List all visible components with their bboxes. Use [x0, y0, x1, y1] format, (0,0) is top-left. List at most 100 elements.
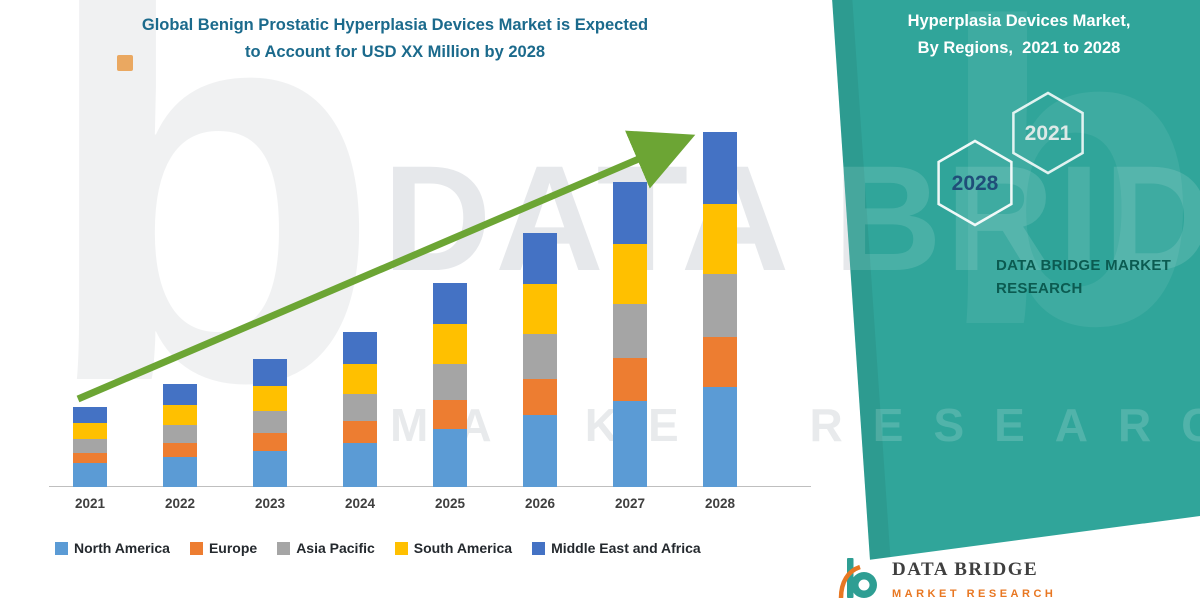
- bar-segment-asia-pacific: [73, 439, 107, 453]
- bar-segment-middle-east-and-africa: [523, 233, 557, 284]
- bar-segment-asia-pacific: [343, 394, 377, 421]
- year-hexagons: 2021 2028: [937, 91, 1084, 227]
- bar-segment-europe: [73, 453, 107, 463]
- bar-segment-asia-pacific: [703, 274, 737, 337]
- bar-segment-south-america: [163, 405, 197, 425]
- bar-segment-south-america: [613, 244, 647, 304]
- stacked-bar-chart: 2021 2022 2023 2024 2025 2026 2027 2028: [49, 120, 811, 511]
- legend-swatch-south-america: [394, 541, 408, 555]
- legend-item-asia-pacific: Asia Pacific: [277, 540, 375, 556]
- hexagon-2021-label: 2021: [1025, 122, 1072, 145]
- page-title-line1: Global Benign Prostatic Hyperplasia Devi…: [141, 16, 649, 34]
- panel-heading-line2: By Regions, 2021 to 2028: [917, 39, 1121, 58]
- legend-item-north-america: North America: [55, 540, 170, 556]
- bar-segment-asia-pacific: [613, 304, 647, 358]
- bar-segment-south-america: [253, 386, 287, 411]
- legend-label-europe: Europe: [208, 540, 258, 556]
- bar-segment-asia-pacific: [163, 425, 197, 443]
- legend-swatch-middle-east-and-africa: [532, 541, 546, 555]
- bar-segment-asia-pacific: [433, 364, 467, 400]
- bar-segment-europe: [253, 433, 287, 451]
- legend-label-south-america: South America: [413, 540, 513, 556]
- x-axis-label-2021: 2021: [74, 496, 106, 511]
- bar-column-2028: 2028: [703, 132, 737, 511]
- bar-segment-middle-east-and-africa: [703, 132, 737, 204]
- page-title-line2: to Account for USD XX Million by 2028: [244, 43, 546, 62]
- bar-segment-north-america: [163, 457, 197, 487]
- bar-stack: [163, 384, 197, 487]
- x-axis-label-2028: 2028: [704, 496, 736, 511]
- bar-column-2026: 2026: [523, 233, 557, 511]
- legend-swatch-europe: [189, 541, 203, 555]
- bar-stack: [253, 359, 287, 487]
- bar-segment-north-america: [703, 387, 737, 487]
- company-logo-name: DATA BRIDGE: [892, 559, 1039, 580]
- bar-segment-north-america: [613, 401, 647, 487]
- hexagon-2021: [1012, 91, 1084, 175]
- bar-segment-north-america: [73, 463, 107, 487]
- bar-segment-europe: [433, 400, 467, 429]
- company-logo-text: DATA BRIDGE MARKET RESEARCH: [892, 556, 1056, 600]
- bar-stack: [613, 182, 647, 487]
- bar-column-2027: 2027: [613, 182, 647, 511]
- bar-segment-south-america: [343, 364, 377, 394]
- bar-segment-north-america: [253, 451, 287, 487]
- panel-heading-line1: Hyperplasia Devices Market,: [907, 12, 1131, 30]
- bar-column-2023: 2023: [253, 359, 287, 511]
- legend: North America Europe Asia Pacific South Ame…: [55, 540, 701, 556]
- legend-item-middle-east-and-africa: Middle East and Africa: [532, 540, 701, 556]
- bar-plot: 2021 2022 2023 2024 2025 2026 2027 2028: [49, 120, 811, 511]
- x-axis-label-2022: 2022: [164, 496, 196, 511]
- company-logo-subtitle: MARKET RESEARCH: [892, 588, 1057, 600]
- bar-column-2024: 2024: [343, 332, 377, 511]
- bar-segment-middle-east-and-africa: [433, 283, 467, 324]
- legend-swatch-north-america: [55, 541, 68, 555]
- bar-segment-south-america: [523, 284, 557, 334]
- company-logo-icon: [838, 558, 877, 599]
- bar-stack: [73, 407, 107, 487]
- legend-label-asia-pacific: Asia Pacific: [296, 540, 375, 556]
- bar-segment-europe: [343, 421, 377, 443]
- legend-item-south-america: South America: [394, 540, 513, 556]
- panel-brand-text: DATA BRIDGE MARKET RESEARCH: [996, 254, 1171, 301]
- bar-segment-asia-pacific: [523, 334, 557, 379]
- bar-segment-middle-east-and-africa: [613, 182, 647, 244]
- side-panel: b DATA BRIDGE MARKET RESEARCH Hyperplasi…: [832, 0, 1200, 560]
- page-title: Global Benign Prostatic Hyperplasia Devi…: [0, 12, 790, 66]
- bar-stack: [703, 132, 737, 487]
- legend-label-north-america: North America: [74, 540, 170, 556]
- hexagon-2028-label: 2028: [952, 172, 999, 195]
- bar-column-2021: 2021: [73, 407, 107, 511]
- panel-heading: Hyperplasia Devices Market, By Regions, …: [846, 8, 1192, 62]
- hexagon-2028: [937, 139, 1013, 227]
- legend-label-middle-east-and-africa: Middle East and Africa: [551, 540, 701, 556]
- bar-segment-middle-east-and-africa: [253, 359, 287, 386]
- bar-segment-middle-east-and-africa: [73, 407, 107, 423]
- bar-segment-south-america: [73, 423, 107, 439]
- bar-segment-europe: [703, 337, 737, 387]
- bar-stack: [523, 233, 557, 487]
- bar-stack: [433, 283, 467, 487]
- x-axis-label-2024: 2024: [344, 496, 376, 511]
- x-axis-label-2023: 2023: [254, 496, 286, 511]
- bar-segment-north-america: [433, 429, 467, 487]
- x-axis-label-2025: 2025: [434, 496, 466, 511]
- bar-segment-south-america: [433, 324, 467, 364]
- panel-brand-line2: RESEARCH: [996, 280, 1083, 298]
- bar-segment-north-america: [523, 415, 557, 487]
- bar-segment-north-america: [343, 443, 377, 487]
- legend-item-europe: Europe: [189, 540, 258, 556]
- x-axis-label-2027: 2027: [614, 496, 646, 511]
- bar-segment-europe: [613, 358, 647, 401]
- bar-segment-middle-east-and-africa: [343, 332, 377, 364]
- bar-segment-europe: [523, 379, 557, 415]
- x-axis-line: [49, 485, 811, 487]
- bar-segment-middle-east-and-africa: [163, 384, 197, 405]
- legend-swatch-asia-pacific: [277, 541, 291, 555]
- bar-segment-europe: [163, 443, 197, 457]
- bar-segment-asia-pacific: [253, 411, 287, 433]
- bar-column-2025: 2025: [433, 283, 467, 511]
- bar-segment-south-america: [703, 204, 737, 274]
- bar-stack: [343, 332, 377, 487]
